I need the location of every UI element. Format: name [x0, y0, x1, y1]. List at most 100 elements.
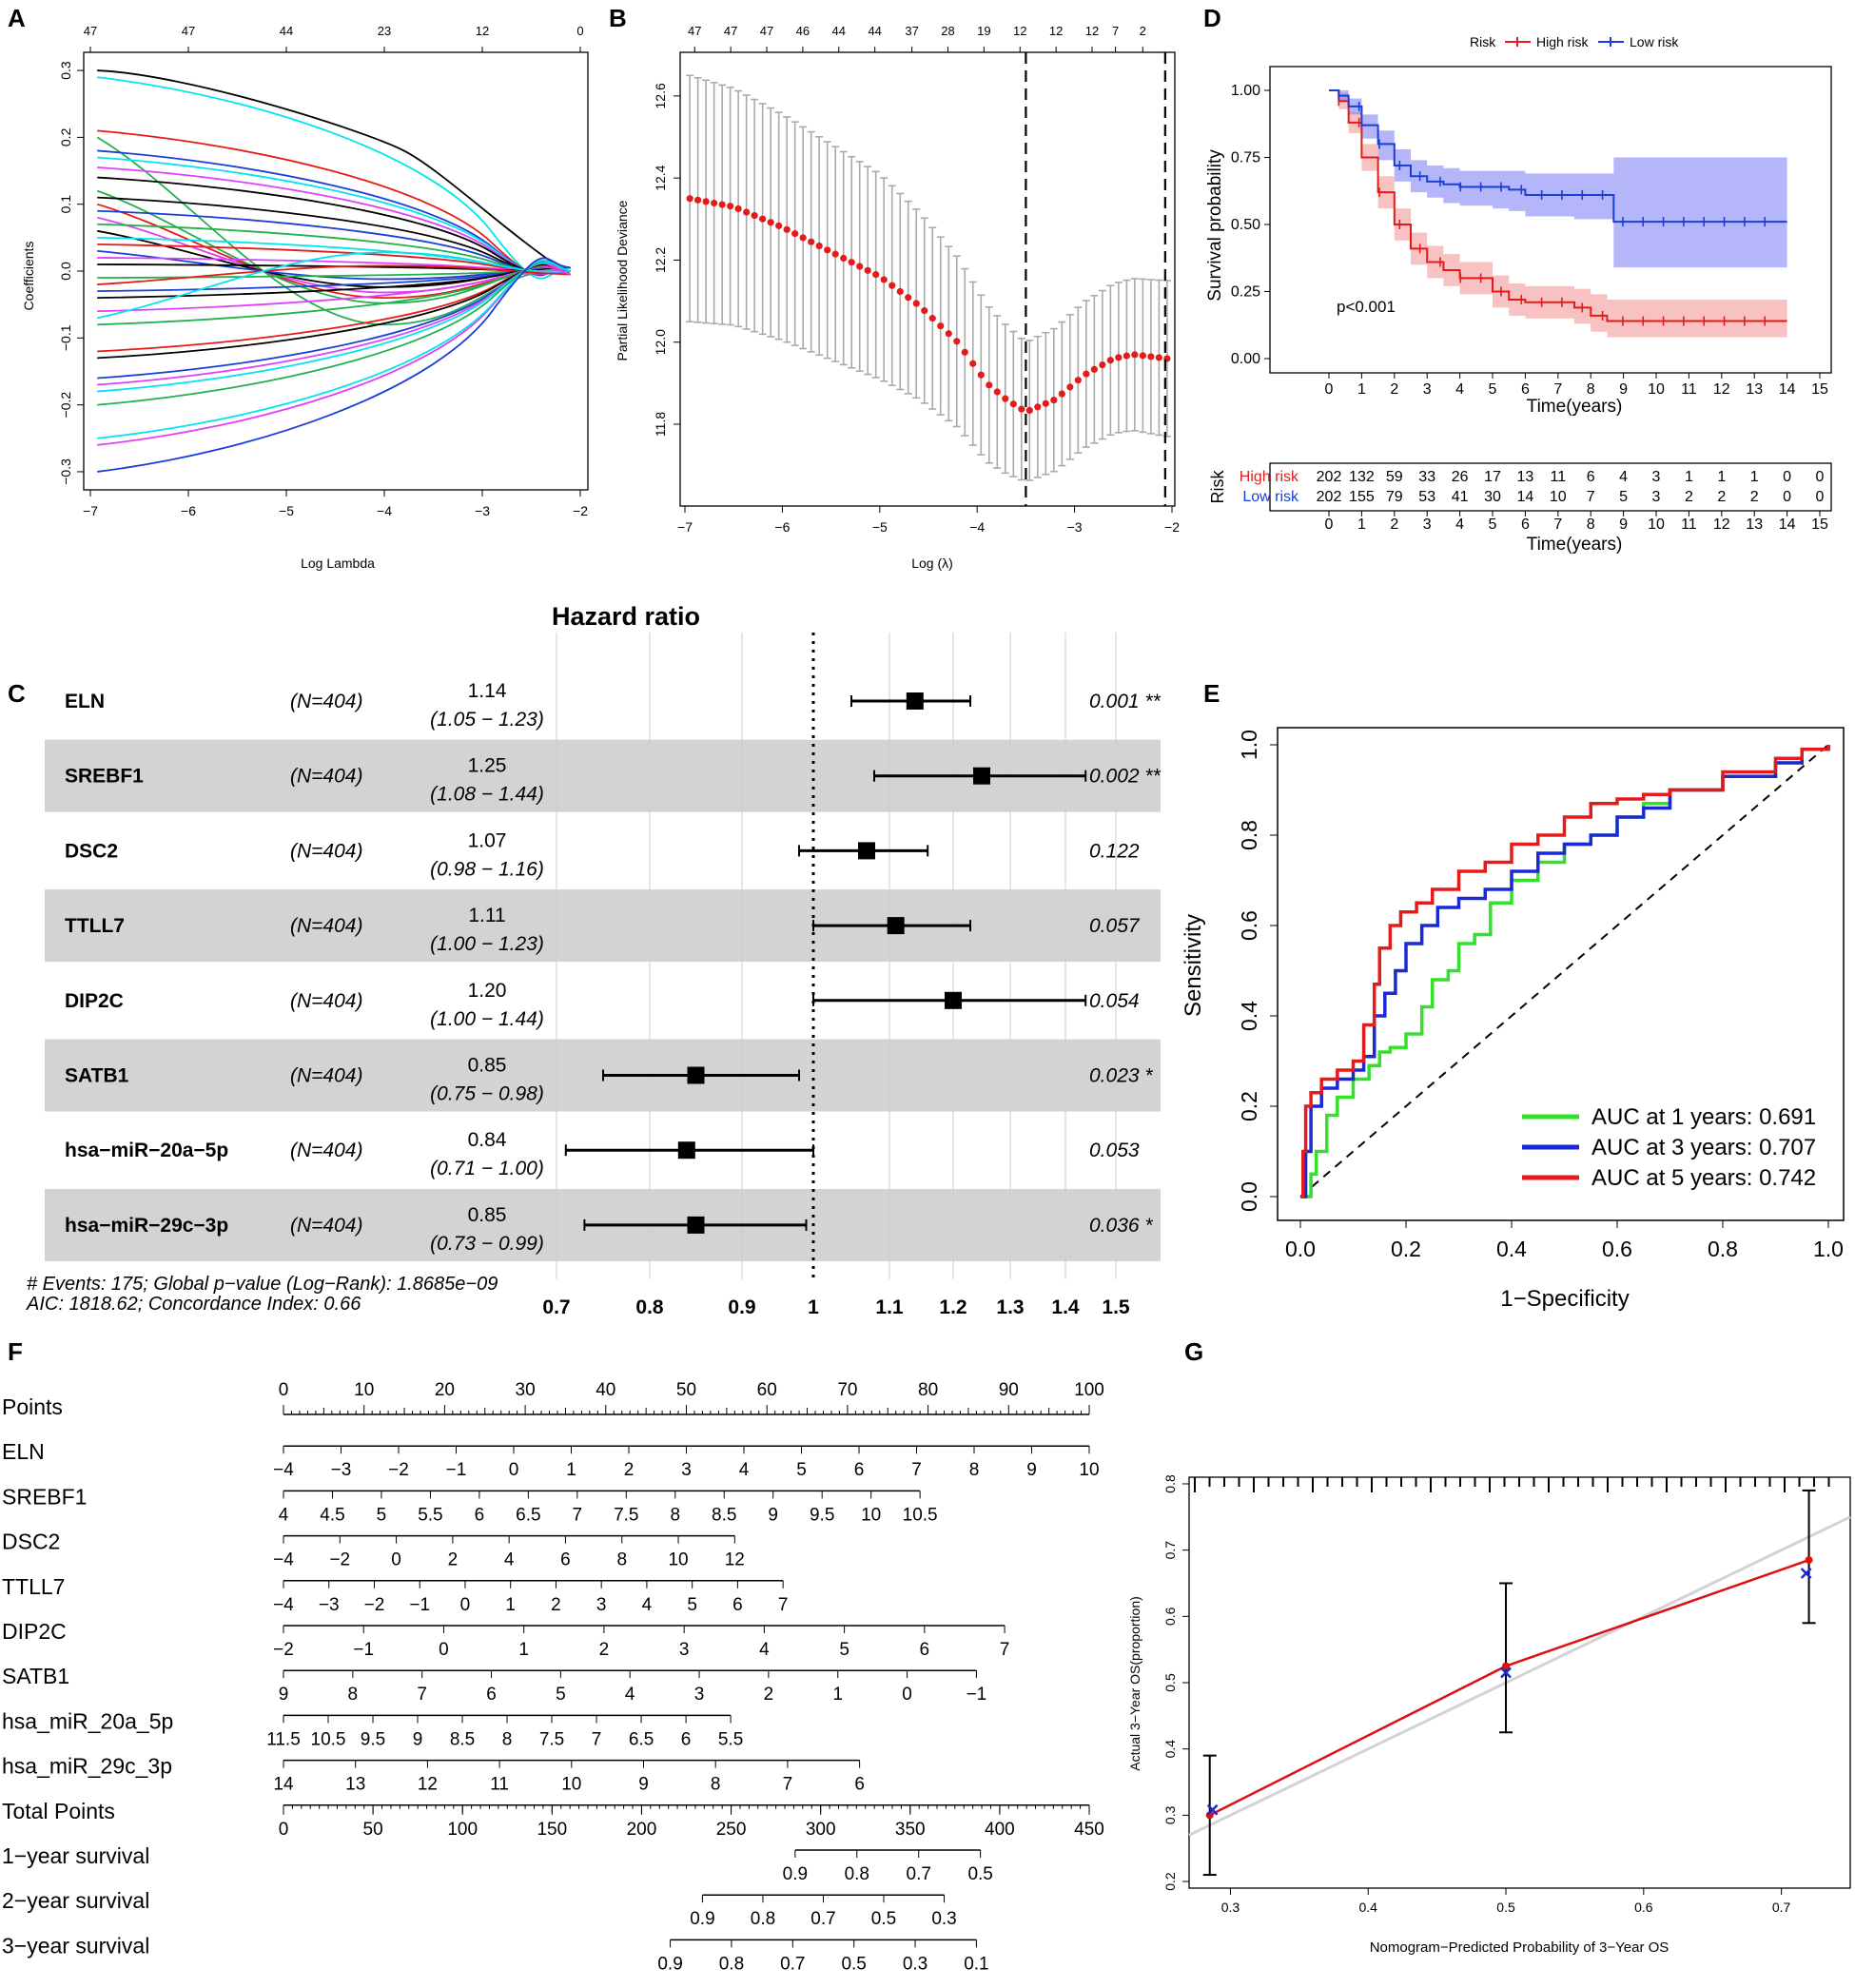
- risk-count: 59: [1386, 469, 1403, 485]
- sample-size: (N=404): [290, 1065, 362, 1087]
- sample-size: (N=404): [290, 990, 362, 1012]
- top-tick-label: 46: [796, 24, 810, 38]
- deviance-point: [986, 381, 993, 389]
- scale-tick-label: 9.5: [361, 1729, 385, 1749]
- scale-tick-label: 0: [460, 1595, 471, 1615]
- panel-g-calibration: 0.3 0.4 0.5 0.6 0.7 0.2 0.3 0.4 0.5 0.6 0.7 0.8 Nomo…: [1127, 1474, 1851, 1956]
- scale-tick-label: 7: [417, 1685, 427, 1705]
- legend-label: AUC at 5 years: 0.742: [1591, 1165, 1816, 1191]
- survival-curve: [1329, 89, 1787, 322]
- scale-tick-label: −1: [446, 1460, 467, 1480]
- x-tick-label: 11: [1681, 516, 1697, 533]
- scale-tick-label: 0.9: [783, 1864, 808, 1884]
- confidence-interval: (0.71 − 1.00): [430, 1158, 544, 1179]
- confidence-interval: (0.75 − 0.98): [430, 1083, 544, 1105]
- x-tick-label: 1.1: [875, 1296, 904, 1318]
- scale-tick-label: −4: [273, 1550, 294, 1570]
- coefficient-path: [97, 260, 571, 406]
- scale-tick-label: 9: [1026, 1460, 1037, 1480]
- p-value: 0.001 **: [1089, 691, 1162, 712]
- scale-tick-label: 6: [920, 1640, 930, 1660]
- scale-tick-label: 30: [516, 1380, 536, 1400]
- scale-tick-label: 0.5: [871, 1909, 896, 1929]
- risk-count: 14: [1517, 489, 1534, 505]
- scale-tick-label: 12: [725, 1550, 745, 1570]
- hazard-ratio: 0.85: [468, 1204, 507, 1226]
- x-tick-label: 0.8: [635, 1296, 664, 1318]
- y-tick-label: 0.3: [1162, 1805, 1178, 1824]
- scale-tick-label: 0: [509, 1460, 519, 1480]
- observed-marker: [1500, 1666, 1512, 1679]
- coefficient-path: [97, 257, 571, 473]
- risk-count: 0: [1783, 469, 1791, 485]
- scale-tick-label: 7.5: [614, 1505, 638, 1525]
- panel-d-kaplan-meier: 0 1 2 3 4 5 6 7 8 9 10 11 12 13 14 150.000.250.500.751.…: [1205, 34, 1832, 555]
- p-value: 0.036 *: [1089, 1215, 1153, 1237]
- sample-size: (N=404): [290, 915, 362, 937]
- scale-tick-label: 11.5: [266, 1729, 301, 1749]
- scale-tick-label: 0.3: [931, 1909, 956, 1929]
- coefficient-path: [97, 262, 571, 386]
- p-value: p<0.001: [1337, 298, 1396, 316]
- deviance-point: [921, 306, 928, 315]
- scale-tick-label: 10: [668, 1550, 688, 1570]
- x-tick-label: 2: [1390, 516, 1398, 533]
- scale-tick-label: 1: [518, 1640, 529, 1660]
- x-tick-label: −3: [475, 503, 490, 518]
- deviance-point: [718, 201, 726, 208]
- coefficient-path: [97, 264, 571, 285]
- x-tick-label: 12: [1713, 381, 1730, 398]
- scale-tick-label: 9: [413, 1729, 423, 1749]
- x-tick-label: 13: [1746, 516, 1763, 533]
- x-tick-label: −6: [181, 503, 196, 518]
- variable-name: DSC2: [65, 840, 118, 862]
- scale-tick-label: 200: [627, 1820, 657, 1840]
- deviance-point: [1106, 357, 1114, 364]
- top-tick-label: 37: [905, 24, 918, 38]
- variable-name: ELN: [65, 691, 105, 712]
- risk-count: 3: [1652, 489, 1661, 505]
- x-tick-label: 9: [1619, 516, 1628, 533]
- deviance-point: [694, 196, 702, 204]
- x-tick-label: 0.0: [1285, 1237, 1316, 1261]
- scale-tick-label: 7.5: [539, 1729, 564, 1749]
- hr-marker: [677, 1141, 695, 1160]
- deviance-point: [905, 294, 912, 302]
- y-tick-label: 0.8: [1237, 820, 1261, 850]
- deviance-point: [840, 254, 848, 263]
- sample-size: (N=404): [290, 691, 362, 712]
- scale-tick-label: 7: [592, 1729, 602, 1749]
- coefficient-path: [97, 69, 572, 276]
- hazard-ratio: 1.11: [468, 905, 505, 926]
- deviance-point: [1090, 365, 1098, 373]
- risk-count: 41: [1452, 489, 1469, 505]
- y-tick-label: 0.50: [1231, 217, 1260, 233]
- y-tick-label: 12.4: [653, 165, 668, 190]
- deviance-point: [799, 234, 807, 242]
- deviance-point: [1139, 352, 1146, 360]
- x-tick-label: 3: [1423, 381, 1432, 398]
- deviance-point: [831, 250, 839, 258]
- panel-label-a: A: [8, 4, 26, 32]
- y-axis-label: Partial Likelihood Deviance: [615, 200, 630, 361]
- nomogram-row-label: 3−year survival: [2, 1933, 149, 1958]
- risk-count: 2: [1750, 489, 1759, 505]
- scale-tick-label: 100: [447, 1820, 478, 1840]
- x-tick-label: 14: [1779, 516, 1796, 533]
- scale-tick-label: −4: [273, 1460, 294, 1480]
- scale-tick-label: 40: [596, 1380, 615, 1400]
- x-axis-label: Time(years): [1527, 397, 1623, 417]
- scale-tick-label: 2: [624, 1460, 635, 1480]
- coefficient-path: [97, 259, 571, 439]
- deviance-point: [1066, 383, 1074, 391]
- panel-label-g: G: [1184, 1337, 1203, 1366]
- sample-size: (N=404): [290, 1215, 362, 1237]
- hr-marker: [973, 767, 990, 785]
- model-footer: AIC: 1818.62; Concordance Index: 0.66: [26, 1294, 361, 1315]
- coefficient-path: [97, 236, 571, 276]
- top-tick-label: 47: [182, 24, 195, 38]
- deviance-point: [815, 242, 823, 250]
- deviance-point: [1083, 370, 1090, 378]
- scale-tick-label: 7: [573, 1505, 583, 1525]
- scale-tick-label: −2: [273, 1640, 294, 1660]
